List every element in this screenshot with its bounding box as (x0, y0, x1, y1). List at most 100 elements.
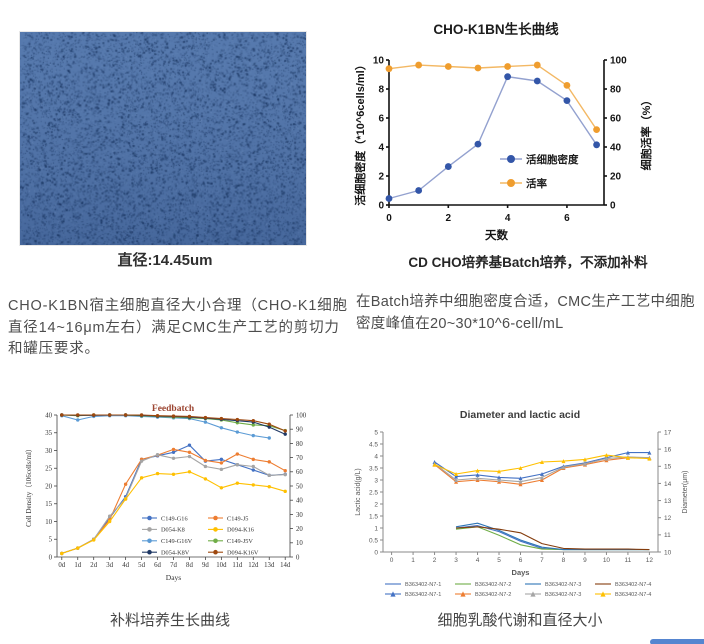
svg-text:7d: 7d (170, 562, 177, 569)
svg-text:0.5: 0.5 (369, 537, 378, 544)
svg-text:80: 80 (296, 441, 303, 448)
svg-text:9d: 9d (202, 562, 209, 569)
svg-text:4d: 4d (122, 562, 129, 569)
svg-text:0: 0 (610, 201, 616, 212)
svg-text:D054-K8V: D054-K8V (161, 549, 190, 556)
microscopy-canvas (20, 32, 306, 245)
svg-text:16: 16 (664, 446, 672, 453)
diameter-lactic-caption: 细胞乳酸代谢和直径大小 (437, 612, 603, 629)
svg-text:11d: 11d (232, 562, 243, 569)
svg-text:8: 8 (378, 85, 384, 96)
svg-text:0: 0 (386, 213, 392, 224)
svg-text:10: 10 (45, 519, 52, 526)
svg-text:Cell Density（106cells/ml）: Cell Density（106cells/ml） (25, 445, 33, 527)
svg-text:0: 0 (374, 549, 378, 556)
svg-text:活细胞密度（*10^6cells/ml）: 活细胞密度（*10^6cells/ml） (353, 59, 367, 205)
svg-text:10: 10 (664, 549, 672, 556)
svg-text:活率: 活率 (526, 177, 547, 190)
svg-text:7: 7 (540, 557, 544, 564)
svg-text:13: 13 (664, 498, 672, 505)
svg-text:12d: 12d (248, 562, 259, 569)
svg-text:Days: Days (512, 568, 530, 577)
svg-text:B363402-N7-3: B363402-N7-3 (545, 592, 581, 598)
svg-text:80: 80 (610, 85, 622, 96)
svg-text:40: 40 (296, 498, 303, 505)
svg-text:3: 3 (374, 477, 378, 484)
svg-text:D094-K16V: D094-K16V (227, 549, 259, 556)
svg-text:35: 35 (45, 430, 52, 437)
svg-text:10d: 10d (216, 562, 227, 569)
svg-text:1d: 1d (74, 562, 81, 569)
svg-text:0d: 0d (58, 562, 65, 569)
svg-text:10: 10 (603, 557, 611, 564)
svg-text:0: 0 (49, 554, 53, 561)
svg-text:40: 40 (45, 412, 52, 419)
svg-text:11: 11 (664, 532, 671, 539)
growth-chart-caption: CD CHO培养基Batch培养，不添加补料 (408, 255, 648, 270)
svg-text:Diameter and lactic acid: Diameter and lactic acid (460, 409, 580, 421)
svg-text:9: 9 (583, 557, 587, 564)
svg-text:50: 50 (296, 483, 303, 490)
svg-text:60: 60 (296, 469, 303, 476)
right-paragraph: 在Batch培养中细胞密度合适，CMC生产工艺中细胞密度峰值在20~30*10^… (356, 294, 695, 332)
svg-text:20: 20 (296, 526, 303, 533)
svg-text:B363402-N7-4: B363402-N7-4 (615, 582, 651, 588)
svg-text:10: 10 (373, 56, 385, 67)
svg-text:5: 5 (49, 537, 53, 544)
svg-text:100: 100 (296, 412, 307, 419)
svg-text:6: 6 (378, 114, 384, 125)
svg-text:6: 6 (564, 213, 570, 224)
svg-text:2: 2 (378, 172, 384, 183)
svg-text:0: 0 (390, 557, 394, 564)
svg-text:CHO-K1BN生长曲线: CHO-K1BN生长曲线 (433, 21, 559, 37)
svg-text:17: 17 (664, 429, 672, 436)
svg-text:12: 12 (646, 557, 654, 564)
svg-text:70: 70 (296, 455, 303, 462)
svg-text:B363402-N7-2: B363402-N7-2 (475, 582, 511, 588)
svg-text:4: 4 (378, 143, 384, 154)
svg-text:3: 3 (454, 557, 458, 564)
svg-text:B363402-N7-3: B363402-N7-3 (545, 582, 581, 588)
svg-text:0: 0 (378, 201, 384, 212)
svg-text:D054-K8: D054-K8 (161, 527, 185, 534)
svg-text:25: 25 (45, 466, 52, 473)
svg-text:4: 4 (505, 213, 511, 224)
svg-text:B363402-N7-2: B363402-N7-2 (475, 592, 511, 598)
svg-text:细胞活率（%）: 细胞活率（%） (639, 95, 653, 171)
svg-text:14: 14 (664, 481, 672, 488)
svg-text:B363402-N7-1: B363402-N7-1 (405, 582, 441, 588)
svg-text:Lactic acid(g/L): Lactic acid(g/L) (355, 468, 362, 515)
svg-text:C149-G16V: C149-G16V (161, 538, 193, 545)
svg-text:2: 2 (433, 557, 437, 564)
microscopy-image (19, 31, 307, 246)
svg-text:4: 4 (374, 453, 378, 460)
svg-text:4: 4 (476, 557, 480, 564)
svg-text:3d: 3d (106, 562, 113, 569)
svg-text:6d: 6d (154, 562, 161, 569)
svg-text:1: 1 (411, 557, 415, 564)
svg-text:13d: 13d (264, 562, 275, 569)
feedbatch-chart: Feedbatch 0 5 10 15 20 25 30 35 40 0 10 20 30 40 50 60 70… (25, 404, 307, 582)
svg-text:D094-K16: D094-K16 (227, 527, 254, 534)
svg-text:C149-J5V: C149-J5V (227, 538, 253, 545)
svg-text:Feedbatch: Feedbatch (152, 404, 195, 414)
svg-text:Days: Days (166, 573, 181, 582)
svg-text:30: 30 (296, 512, 303, 519)
svg-text:C149-G16: C149-G16 (161, 515, 188, 522)
svg-text:天数: 天数 (485, 228, 508, 242)
svg-text:8d: 8d (186, 562, 193, 569)
feedbatch-caption: 补料培养生长曲线 (109, 612, 230, 629)
svg-text:20: 20 (45, 483, 52, 490)
svg-text:12: 12 (664, 515, 672, 522)
diameter-lactic-chart: Diameter and lactic acid 0 0.5 1 1.5 2 2.5 3 3.5… (355, 409, 689, 598)
svg-text:10: 10 (296, 540, 303, 547)
svg-text:15: 15 (45, 501, 52, 508)
svg-text:C149-J5: C149-J5 (227, 515, 248, 522)
svg-text:3.5: 3.5 (369, 465, 378, 472)
left-paragraph: CHO-K1BN宿主细胞直径大小合理（CHO-K1细胞直径14~16μm左右）满… (8, 298, 348, 357)
svg-text:B363402-N7-4: B363402-N7-4 (615, 592, 651, 598)
corner-accent-bar (650, 639, 704, 644)
svg-text:2.5: 2.5 (369, 489, 378, 496)
svg-text:5: 5 (497, 557, 501, 564)
